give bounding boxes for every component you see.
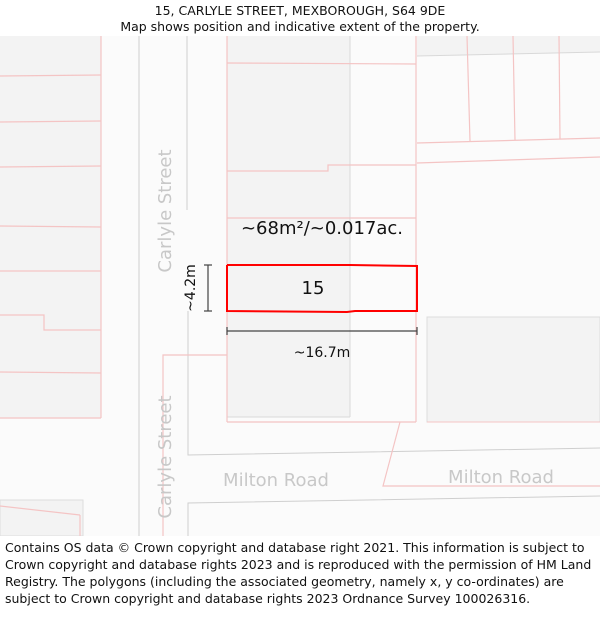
property-width-label: ~16.7m (294, 345, 351, 361)
map-subtitle: Map shows position and indicative extent… (120, 19, 480, 34)
left-terrace-buildings (0, 36, 102, 536)
road-label-milton-road-right: Milton Road (448, 467, 554, 488)
road-label-milton-road-left: Milton Road (223, 470, 329, 491)
upper-right-parcels (416, 36, 600, 164)
property-number-label: 15 (302, 278, 325, 299)
central-block (162, 36, 417, 536)
property-15-outline[interactable]: 15 (226, 264, 418, 314)
property-height-label: ~4.2m (183, 264, 199, 312)
right-building (382, 316, 600, 487)
map-header: 15, CARLYLE STREET, MEXBOROUGH, S64 9DE … (0, 0, 600, 36)
road-label-carlyle-street-lower: Carlyle Street (155, 395, 176, 518)
property-area-label: ~68m²/~0.017ac. (241, 218, 403, 239)
copyright-attribution: Contains OS data © Crown copyright and d… (5, 540, 592, 606)
road-label-carlyle-street-upper: Carlyle Street (155, 149, 176, 272)
height-dimension (204, 264, 212, 312)
property-map[interactable]: 15 ~68m²/~0.017ac. ~4.2m ~16.7m Carlyle … (0, 36, 600, 536)
property-address-title: 15, CARLYLE STREET, MEXBOROUGH, S64 9DE (154, 3, 446, 18)
carlyle-street-road (138, 36, 600, 536)
width-dimension (226, 327, 418, 335)
